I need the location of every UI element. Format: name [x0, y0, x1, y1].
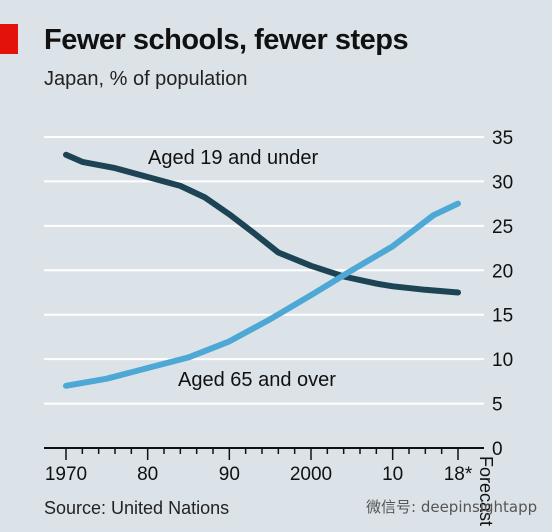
brand-accent-bar [0, 24, 18, 54]
x-tick-label: 90 [219, 464, 240, 485]
forecast-label: Forecast [476, 456, 496, 526]
y-tick-label: 20 [492, 261, 513, 282]
y-tick-label: 10 [492, 350, 513, 371]
x-tick-label: 2000 [290, 464, 332, 485]
y-tick-label: 30 [492, 172, 513, 193]
chart-subtitle: Japan, % of population [44, 68, 248, 90]
x-tick-label: 1970 [45, 464, 87, 485]
x-axis: 1970 80 90 2000 10 18* Forecast [44, 447, 496, 526]
gridlines [44, 136, 484, 405]
x-tick-label: 80 [137, 464, 158, 485]
y-tick-label: 5 [492, 395, 503, 416]
x-tick-label: 10 [382, 464, 403, 485]
y-tick-label: 35 [492, 128, 513, 149]
source-note: Source: United Nations [44, 498, 230, 518]
y-axis: 0 5 10 15 20 25 30 35 [492, 128, 513, 460]
series-lines [63, 151, 461, 389]
y-tick-label: 25 [492, 217, 513, 238]
series-line-aged-19-and-under [63, 151, 461, 296]
chart-title: Fewer schools, fewer steps [44, 24, 409, 56]
y-tick-label: 0 [492, 439, 503, 460]
series-label-aged-65-and-over: Aged 65 and over [178, 369, 336, 391]
y-tick-label: 15 [492, 306, 513, 327]
watermark: 微信号: deepinsightapp [366, 498, 538, 516]
series-line-aged-65-and-over [63, 200, 461, 389]
series-label-aged-19-and-under: Aged 19 and under [148, 147, 318, 169]
x-tick-label: 18* [444, 464, 473, 485]
series-labels: Aged 19 and under Aged 65 and over [148, 147, 336, 391]
